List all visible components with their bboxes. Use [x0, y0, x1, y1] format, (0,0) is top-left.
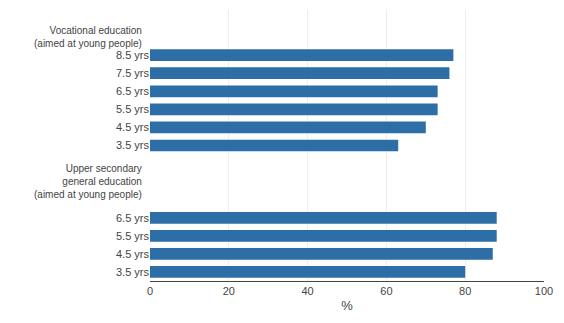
svg-text:6.5 yrs: 6.5 yrs — [116, 212, 150, 224]
svg-text:4.5 yrs: 4.5 yrs — [116, 248, 150, 260]
svg-text:100: 100 — [535, 285, 553, 297]
svg-text:3.5 yrs: 3.5 yrs — [116, 266, 150, 278]
svg-text:4.5 yrs: 4.5 yrs — [116, 121, 150, 133]
svg-text:3.5 yrs: 3.5 yrs — [116, 139, 150, 151]
svg-text:60: 60 — [380, 285, 392, 297]
svg-text:7.5 yrs: 7.5 yrs — [116, 67, 150, 79]
svg-text:8.5 yrs: 8.5 yrs — [116, 49, 150, 61]
svg-text:40: 40 — [301, 285, 313, 297]
svg-text:%: % — [341, 298, 353, 313]
svg-text:5.5 yrs: 5.5 yrs — [116, 103, 150, 115]
svg-text:20: 20 — [223, 285, 235, 297]
svg-text:80: 80 — [459, 285, 471, 297]
svg-text:0: 0 — [147, 285, 153, 297]
svg-text:Vocational education(aimed at: Vocational education(aimed at young peop… — [34, 25, 142, 49]
svg-text:Upper secondarygeneral educati: Upper secondarygeneral education(aimed a… — [34, 163, 142, 200]
svg-text:5.5 yrs: 5.5 yrs — [116, 230, 150, 242]
svg-text:6.5 yrs: 6.5 yrs — [116, 85, 150, 97]
